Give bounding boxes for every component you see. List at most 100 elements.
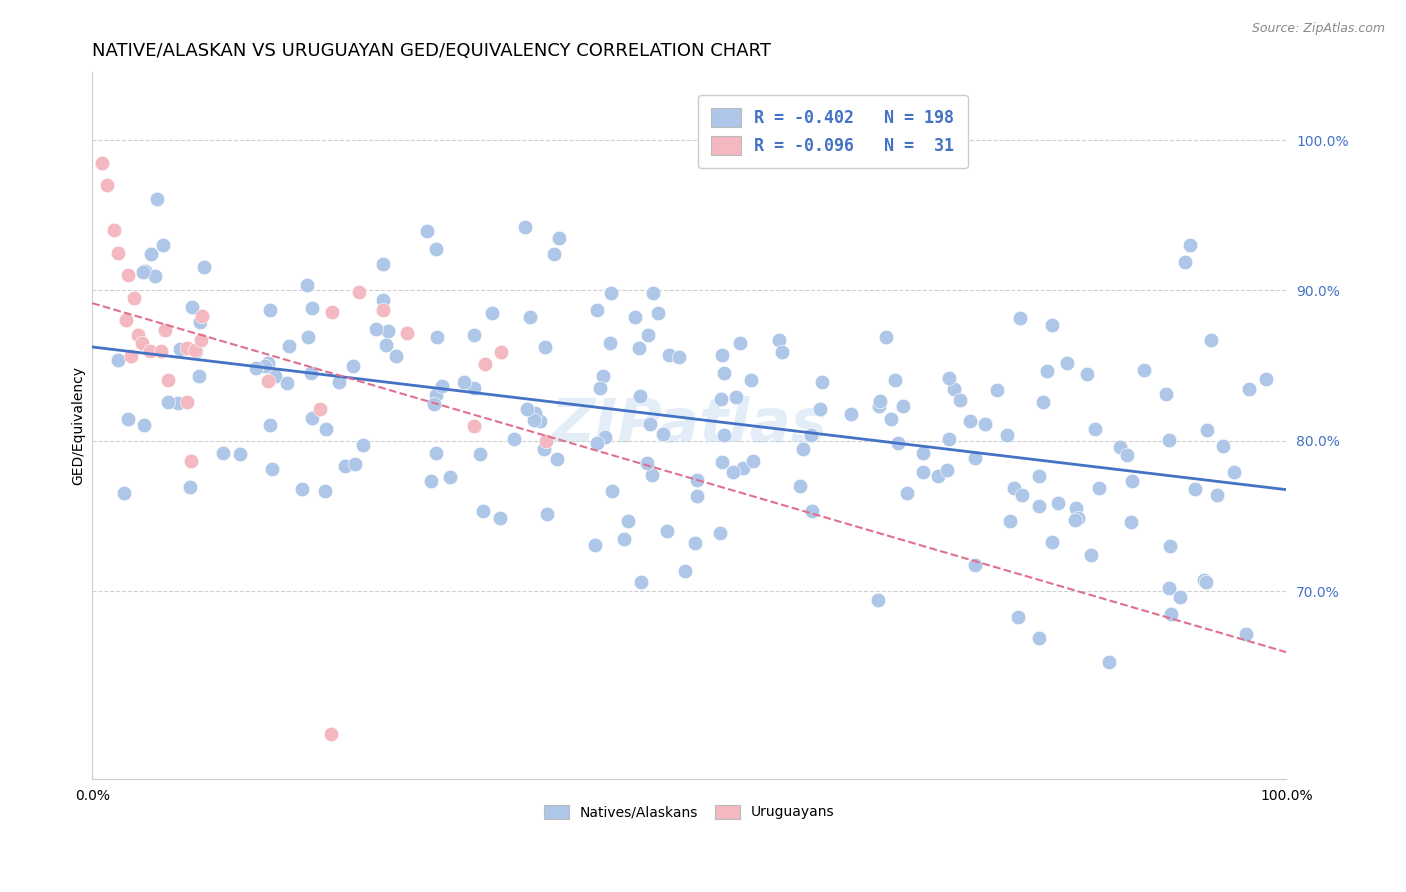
Point (176, 341, 198, 355)
Point (371, 302, 394, 317)
Point (627, 341, 650, 355)
Point (1178, 237, 1201, 252)
Point (534, 340, 557, 354)
Point (364, 321, 387, 335)
Point (474, 357, 496, 371)
Point (374, 338, 396, 352)
Point (276, 376, 298, 390)
Point (1223, 465, 1246, 479)
Legend: Natives/Alaskans, Uruguayans: Natives/Alaskans, Uruguayans (538, 799, 841, 825)
Point (638, 417, 661, 431)
Text: Source: ZipAtlas.com: Source: ZipAtlas.com (1251, 22, 1385, 36)
Point (190, 333, 212, 347)
Point (472, 504, 495, 518)
Point (709, 526, 731, 541)
Point (425, 388, 447, 402)
Point (963, 558, 986, 573)
Point (1084, 421, 1107, 435)
Point (193, 260, 215, 274)
Y-axis label: GED/Equivalency: GED/Equivalency (72, 367, 86, 485)
Point (321, 305, 343, 319)
Point (377, 324, 399, 338)
Point (132, 417, 155, 432)
Point (912, 446, 935, 460)
Point (534, 434, 557, 448)
Point (468, 447, 491, 461)
Point (529, 414, 551, 428)
Point (792, 442, 814, 456)
Point (134, 264, 156, 278)
Point (112, 486, 135, 500)
Text: NATIVE/ALASKAN VS URUGUAYAN GED/EQUIVALENCY CORRELATION CHART: NATIVE/ALASKAN VS URUGUAYAN GED/EQUIVALE… (93, 42, 770, 60)
Point (150, 344, 173, 359)
Point (724, 390, 747, 404)
Point (583, 538, 606, 552)
Point (652, 426, 675, 441)
Point (328, 376, 350, 390)
Point (589, 381, 612, 395)
Point (463, 327, 485, 342)
Point (489, 511, 512, 525)
Point (523, 413, 546, 427)
Point (1197, 424, 1219, 438)
Point (683, 535, 706, 549)
Point (938, 370, 960, 384)
Point (1080, 548, 1102, 562)
Point (141, 246, 163, 260)
Point (959, 414, 981, 428)
Point (869, 393, 891, 408)
Point (1133, 363, 1156, 377)
Point (936, 462, 959, 476)
Point (131, 336, 153, 351)
Point (257, 356, 280, 370)
Point (489, 344, 512, 359)
Point (875, 330, 897, 344)
Point (800, 504, 823, 518)
Point (943, 382, 966, 396)
Point (686, 473, 709, 487)
Point (1234, 627, 1257, 641)
Point (481, 306, 503, 320)
Point (1064, 501, 1087, 516)
Point (423, 397, 446, 411)
Point (1154, 387, 1177, 401)
Point (180, 454, 202, 468)
Point (543, 247, 565, 261)
Point (419, 475, 441, 489)
Point (1064, 513, 1087, 527)
Point (184, 343, 207, 358)
Point (536, 507, 558, 521)
Point (117, 412, 139, 426)
Point (1121, 474, 1143, 488)
Point (1116, 448, 1139, 462)
Point (927, 468, 949, 483)
Point (548, 231, 571, 245)
Point (181, 301, 204, 315)
Point (127, 328, 149, 343)
Point (1067, 511, 1090, 525)
Point (1159, 539, 1181, 553)
Point (868, 399, 890, 413)
Point (278, 339, 301, 353)
Point (1098, 655, 1121, 669)
Point (425, 242, 447, 256)
Point (187, 369, 209, 384)
Point (1032, 394, 1054, 409)
Point (965, 451, 987, 466)
Point (685, 489, 707, 503)
Point (291, 482, 314, 496)
Point (657, 524, 679, 539)
Point (595, 430, 617, 444)
Point (114, 313, 136, 327)
Point (385, 349, 408, 363)
Point (710, 392, 733, 406)
Point (1007, 609, 1029, 624)
Point (179, 479, 201, 493)
Point (1036, 364, 1059, 378)
Point (641, 467, 664, 482)
Point (741, 454, 763, 468)
Point (352, 438, 374, 452)
Point (333, 458, 356, 473)
Point (789, 479, 811, 493)
Point (733, 460, 755, 475)
